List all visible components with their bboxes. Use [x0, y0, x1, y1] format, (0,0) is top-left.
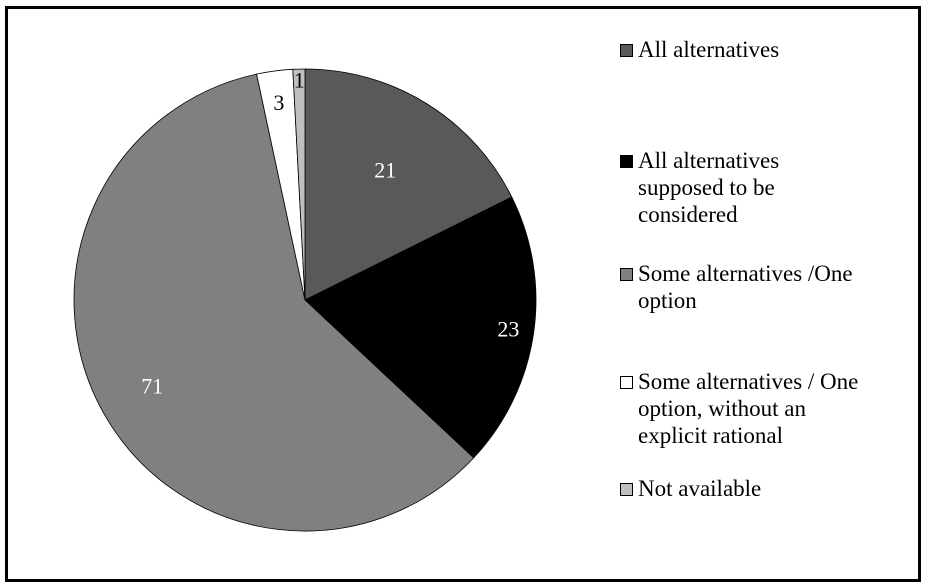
legend-swatch: [620, 483, 633, 496]
legend-label: All alternatives supposed to be consider…: [638, 148, 780, 227]
legend-swatch: [620, 155, 633, 168]
legend-swatch: [620, 376, 633, 389]
legend-item: All alternatives: [620, 36, 779, 63]
legend-item: All alternatives supposed to be consider…: [620, 147, 779, 228]
legend-label: All alternatives: [638, 37, 780, 62]
slice-data-label: 3: [273, 90, 284, 115]
pie-slice: [73, 73, 475, 532]
slice-data-label: 23: [497, 317, 519, 342]
pie-slice: [304, 68, 513, 301]
pie-slice: [292, 68, 306, 301]
legend-label: Not available: [638, 476, 762, 501]
slice-data-label: 71: [141, 373, 163, 398]
legend-swatch: [620, 44, 633, 57]
legend-item: Not available: [620, 475, 761, 502]
slice-data-label: 21: [374, 157, 396, 182]
legend-item: Some alternatives /One option: [620, 260, 853, 314]
pie-slice: [304, 196, 537, 459]
slice-data-label: 1: [294, 68, 305, 93]
legend-label: Some alternatives / One option, without …: [638, 369, 859, 448]
legend-label: Some alternatives /One option: [638, 261, 853, 313]
legend-swatch: [620, 268, 633, 281]
legend-item: Some alternatives / One option, without …: [620, 368, 858, 449]
